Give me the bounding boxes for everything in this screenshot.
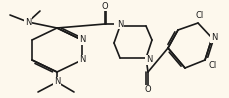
Text: N: N — [54, 78, 60, 87]
Text: N: N — [79, 55, 85, 64]
Text: O: O — [144, 85, 151, 94]
Text: N: N — [114, 20, 121, 29]
Text: O: O — [101, 1, 108, 10]
Text: N: N — [79, 35, 85, 44]
Text: N: N — [25, 18, 31, 26]
Text: N: N — [145, 55, 152, 64]
Text: N: N — [116, 20, 123, 29]
Text: Cl: Cl — [208, 62, 216, 70]
Text: N: N — [210, 34, 216, 43]
Text: Cl: Cl — [195, 10, 203, 20]
